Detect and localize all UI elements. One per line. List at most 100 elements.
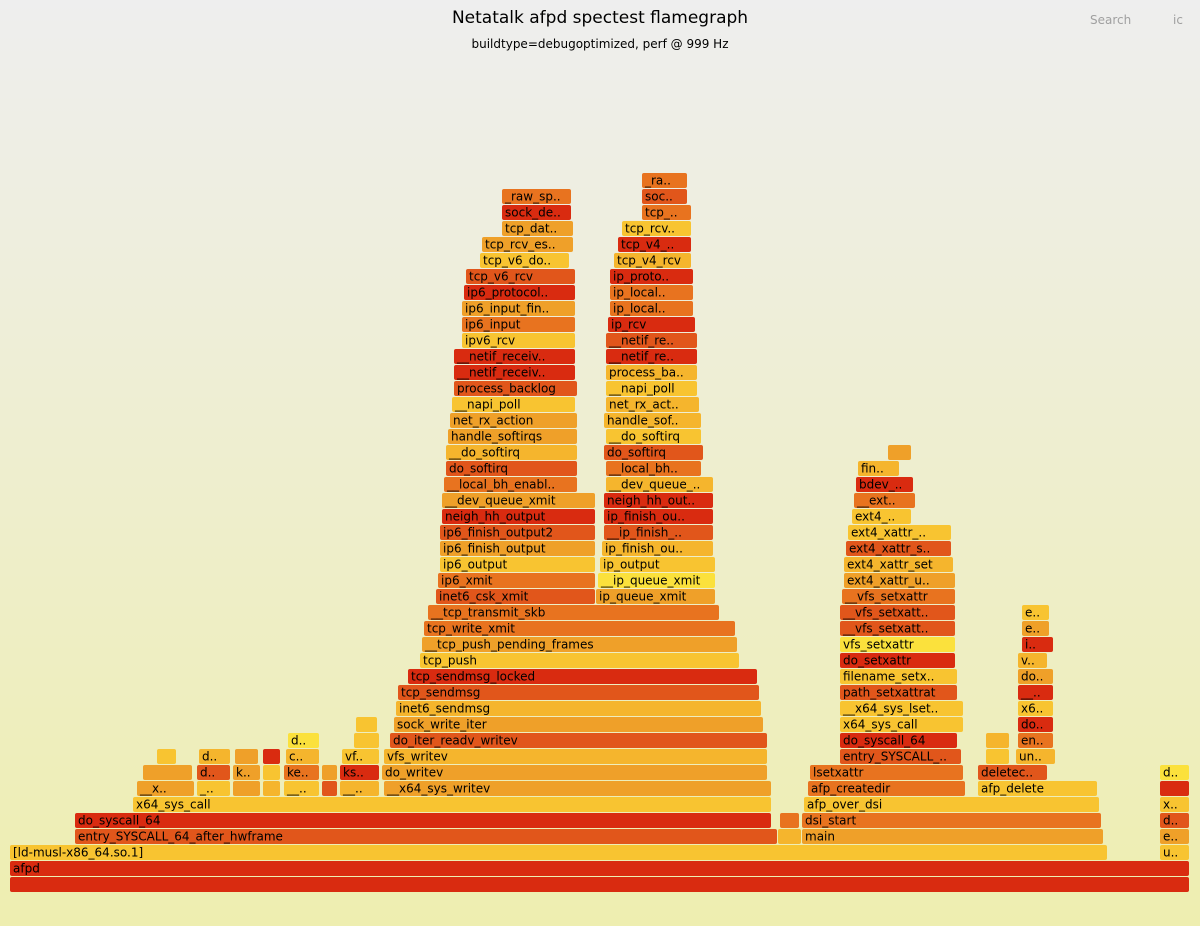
flame-frame[interactable]: __vfs_setxattr [842,589,955,604]
flame-frame-rect[interactable] [440,541,595,556]
flame-frame[interactable]: x.. [1160,797,1189,812]
flame-frame-rect[interactable] [286,749,319,764]
flame-frame-rect[interactable] [454,365,575,380]
flame-frame-rect[interactable] [840,621,955,636]
flame-frame-rect[interactable] [420,653,739,668]
flame-frame-rect[interactable] [408,669,757,684]
flame-frame-rect[interactable] [606,461,701,476]
flame-frame[interactable]: en.. [1018,733,1053,748]
flame-frame[interactable]: do_setxattr [840,653,955,668]
flame-frame-rect[interactable] [856,477,913,492]
flame-frame-rect[interactable] [75,829,777,844]
flame-frame-rect[interactable] [986,733,1009,748]
flame-frame-rect[interactable] [608,317,695,332]
flame-frame[interactable]: i.. [1022,637,1053,652]
flame-frame-rect[interactable] [1022,637,1053,652]
flame-frame[interactable] [263,749,280,764]
flame-frame[interactable]: tcp_v4_rcv [614,253,691,268]
flame-frame[interactable]: ip6_finish_output2 [440,525,595,540]
flame-frame-rect[interactable] [450,413,577,428]
flame-frame[interactable]: handle_sof.. [604,413,701,428]
flame-frame[interactable]: __x64_sys_writev [384,781,771,796]
flame-frame-rect[interactable] [1160,797,1189,812]
flame-frame-rect[interactable] [808,781,965,796]
flame-frame[interactable]: x64_sys_call [133,797,771,812]
flame-frame[interactable]: __netif_receiv.. [454,365,575,380]
flame-frame[interactable]: ip_local.. [610,301,693,316]
flame-frame[interactable]: e.. [1160,829,1189,844]
flame-frame-rect[interactable] [284,781,319,796]
flame-frame-rect[interactable] [454,381,577,396]
flame-frame-rect[interactable] [606,349,697,364]
flame-frame-rect[interactable] [888,445,911,460]
flame-frame[interactable]: __netif_re.. [606,333,697,348]
flame-frame[interactable] [780,813,799,828]
flame-frame[interactable] [356,717,377,732]
flame-frame[interactable]: ext4_xattr_.. [848,525,951,540]
flame-frame-rect[interactable] [462,333,575,348]
flame-frame-rect[interactable] [10,845,1107,860]
flame-frame[interactable]: d.. [197,765,230,780]
flame-frame[interactable]: __tcp_transmit_skb [428,605,719,620]
flame-frame[interactable]: __dev_queue_.. [606,477,713,492]
flame-frame-rect[interactable] [288,733,319,748]
flame-frame-rect[interactable] [842,589,955,604]
flame-frame-rect[interactable] [442,509,595,524]
flame-frame-rect[interactable] [398,685,759,700]
flame-frame-rect[interactable] [462,317,575,332]
flame-frame[interactable]: __netif_receiv.. [454,349,575,364]
flame-frame[interactable]: d.. [1160,765,1189,780]
flame-frame[interactable]: do_syscall_64 [75,813,771,828]
flame-frame-rect[interactable] [233,765,260,780]
flame-frame-rect[interactable] [263,749,280,764]
flame-frame-rect[interactable] [840,749,961,764]
flame-frame[interactable]: __netif_re.. [606,349,697,364]
flame-frame-rect[interactable] [986,749,1009,764]
flame-frame[interactable]: __local_bh.. [606,461,701,476]
flame-frame[interactable]: inet6_csk_xmit [436,589,595,604]
flame-frame-rect[interactable] [440,525,595,540]
flame-frame-rect[interactable] [604,413,701,428]
flame-frame-rect[interactable] [844,573,955,588]
flame-frame[interactable]: __ext.. [854,493,915,508]
flame-frame[interactable]: c.. [286,749,319,764]
flame-frame-rect[interactable] [804,797,1099,812]
flame-frame-rect[interactable] [133,797,771,812]
flame-frame[interactable]: tcp_sendmsg_locked [408,669,757,684]
flame-frame[interactable]: __vfs_setxatt.. [840,605,955,620]
flame-frame[interactable]: lsetxattr [810,765,963,780]
flame-frame-rect[interactable] [482,237,573,252]
flame-frame[interactable]: __napi_poll [606,381,697,396]
flame-frame-rect[interactable] [846,541,951,556]
flame-frame-rect[interactable] [390,733,767,748]
flame-frame[interactable]: net_rx_action [450,413,577,428]
flame-frame[interactable]: tcp_rcv_es.. [482,237,573,252]
flame-frame[interactable]: do_writev [382,765,767,780]
flame-frame[interactable]: [ld-musl-x86_64.so.1] [10,845,1107,860]
flame-frame[interactable] [322,765,337,780]
flame-frame[interactable]: main [802,829,1103,844]
flame-frame-rect[interactable] [606,381,697,396]
flame-frame-rect[interactable] [604,445,703,460]
flame-frame[interactable]: __ip_finish_.. [604,525,713,540]
flame-frame-rect[interactable] [446,461,577,476]
flame-frame-rect[interactable] [1022,605,1049,620]
flame-frame-rect[interactable] [1022,621,1049,636]
flame-frame[interactable]: ip6_protocol.. [464,285,575,300]
flame-frame[interactable]: ext4_.. [852,509,911,524]
flame-frame-rect[interactable] [840,733,957,748]
flame-frame-rect[interactable] [1018,685,1053,700]
flame-frame-rect[interactable] [322,765,337,780]
flame-frame-rect[interactable] [602,541,713,556]
flame-frame[interactable]: ip_proto.. [610,269,693,284]
flame-frame-rect[interactable] [75,813,771,828]
flame-frame[interactable]: vf.. [342,749,379,764]
flame-frame[interactable] [354,733,379,748]
flame-frame[interactable]: __.. [1018,685,1053,700]
flame-frame-rect[interactable] [844,557,953,572]
flame-frame[interactable]: path_setxattrat [840,685,957,700]
flame-frame-rect[interactable] [802,829,1103,844]
flame-frame[interactable]: tcp_dat.. [502,221,573,236]
flame-frame-rect[interactable] [1160,845,1189,860]
flame-frame-rect[interactable] [840,653,955,668]
